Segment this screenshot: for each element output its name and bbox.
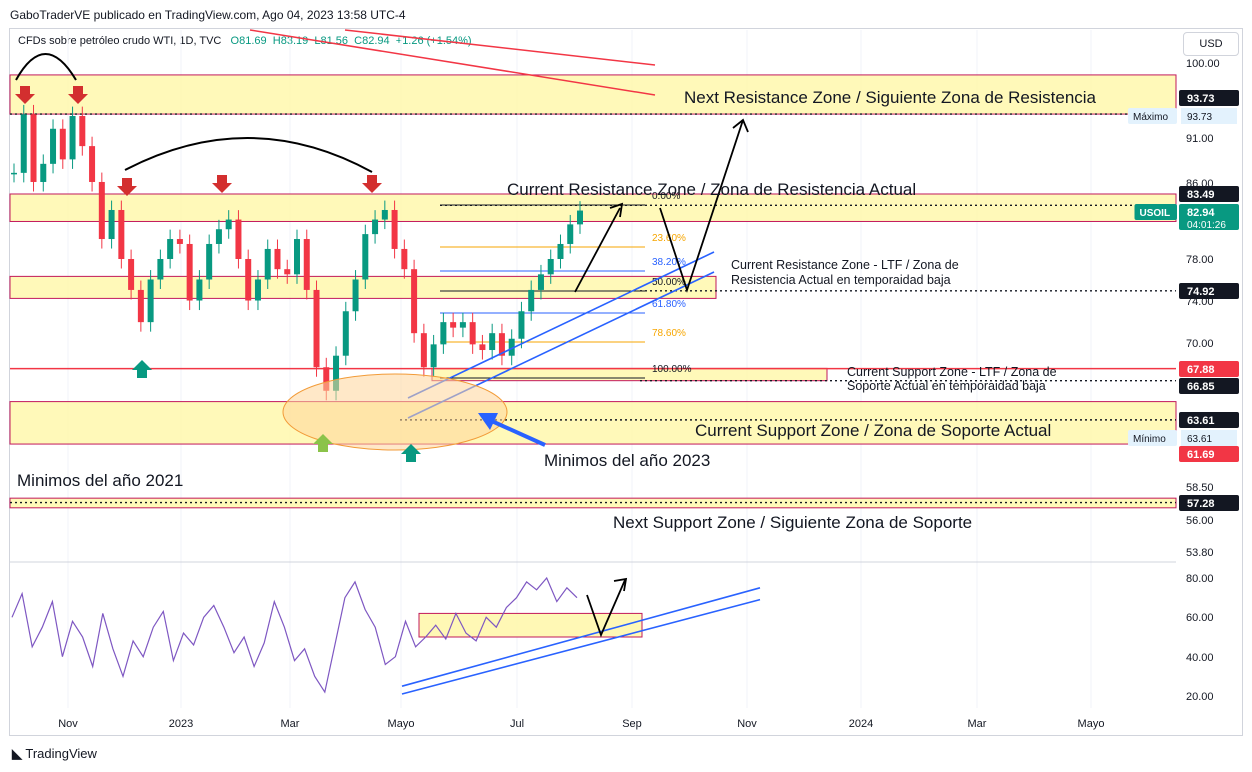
published-info: GaboTraderVE publicado en TradingView.co… xyxy=(10,8,406,22)
tradingview-brand: TradingView xyxy=(25,746,97,761)
ohlc-high: H83.19 xyxy=(272,35,309,47)
tradingview-logo[interactable]: ◣ TradingView xyxy=(12,746,97,762)
symbol-legend[interactable]: CFDs sobre petróleo crudo WTI, 1D, TVC O… xyxy=(18,35,472,47)
currency-button[interactable]: USD xyxy=(1183,32,1239,56)
ohlc-low: L81.56 xyxy=(314,35,349,47)
symbol-name: CFDs sobre petróleo crudo WTI, 1D, TVC xyxy=(18,35,222,47)
ohlc-open: O81.69 xyxy=(230,35,267,47)
tradingview-logo-icon: ◣ xyxy=(12,746,22,761)
ohlc-close: C82.94 xyxy=(354,35,390,47)
chart-frame xyxy=(9,28,1243,736)
ohlc-change: +1.26 (+1.54%) xyxy=(395,35,472,47)
